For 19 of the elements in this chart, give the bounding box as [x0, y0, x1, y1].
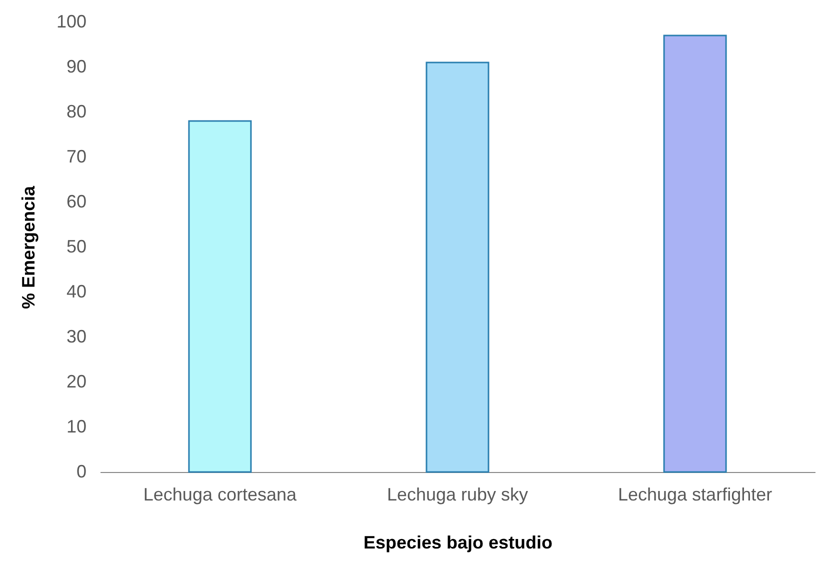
x-tick-label: Lechuga starfighter [618, 484, 772, 504]
y-tick-label: 0 [76, 462, 86, 482]
bar [188, 120, 252, 473]
x-axis-title: Especies bajo estudio [363, 532, 553, 552]
y-tick-label: 70 [66, 146, 86, 166]
y-tick-label: 10 [66, 416, 86, 436]
y-axis-title: % Emergencia [18, 184, 38, 310]
y-tick-label: 100 [56, 12, 86, 32]
y-tick-label: 20 [66, 372, 86, 392]
x-tick-label: Lechuga ruby sky [386, 484, 528, 504]
y-tick-label: 30 [66, 326, 86, 346]
y-tick-label: 90 [66, 56, 86, 76]
bar [426, 62, 490, 473]
x-tick-label: Lechuga cortesana [143, 484, 298, 504]
y-tick-label: 80 [66, 102, 86, 122]
y-tick-label: 50 [66, 236, 86, 256]
y-tick-label: 60 [66, 192, 86, 212]
y-tick-label: 40 [66, 282, 86, 302]
bar [663, 34, 727, 473]
